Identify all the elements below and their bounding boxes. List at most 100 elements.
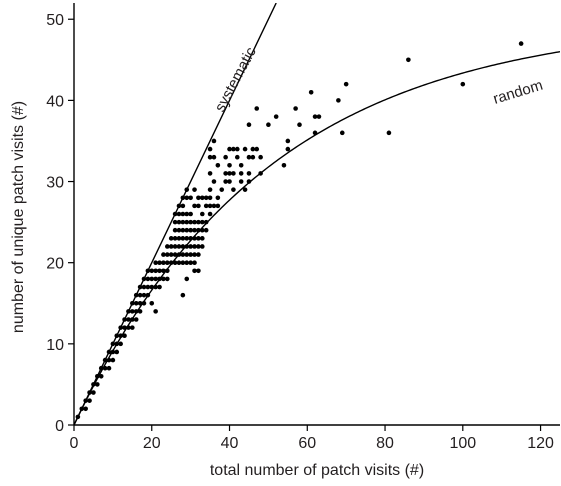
- data-point: [149, 284, 155, 290]
- data-point: [106, 357, 112, 363]
- data-point: [165, 244, 170, 249]
- data-point: [157, 268, 162, 274]
- data-point: [258, 154, 263, 160]
- data-point: [200, 227, 205, 233]
- data-point: [200, 195, 205, 201]
- data-point: [149, 276, 155, 282]
- data-point: [250, 154, 256, 160]
- data-point: [192, 244, 197, 249]
- data-point: [130, 317, 135, 322]
- data-point: [176, 236, 182, 241]
- y-tick-label: 20: [46, 256, 64, 273]
- data-point: [149, 268, 155, 274]
- data-point: [145, 292, 151, 298]
- data-point: [215, 195, 221, 201]
- data-point: [110, 357, 116, 363]
- data-point: [130, 300, 135, 306]
- data-point: [184, 219, 190, 225]
- data-point: [293, 106, 298, 111]
- data-point: [165, 252, 170, 257]
- data-point: [196, 203, 201, 209]
- data-point: [184, 260, 190, 265]
- data-point: [188, 195, 193, 201]
- data-point: [137, 284, 143, 290]
- data-point: [215, 163, 221, 168]
- data-point: [196, 219, 201, 225]
- data-point: [223, 171, 228, 176]
- data-point: [180, 260, 186, 265]
- data-point: [238, 179, 244, 184]
- data-point: [227, 171, 232, 176]
- data-point: [126, 325, 131, 330]
- data-point: [106, 365, 112, 371]
- data-point: [192, 260, 197, 265]
- data-point: [227, 163, 232, 168]
- data-point: [145, 268, 151, 274]
- data-point: [165, 276, 170, 282]
- data-point: [518, 41, 524, 46]
- data-point: [168, 252, 174, 257]
- data-point: [157, 260, 162, 265]
- data-point: [207, 146, 213, 152]
- data-point: [95, 374, 100, 379]
- data-point: [172, 260, 178, 265]
- x-axis-label: total number of patch visits (#): [210, 462, 424, 479]
- data-point: [223, 179, 228, 184]
- data-point: [207, 203, 213, 209]
- data-point: [188, 219, 193, 225]
- data-point: [460, 81, 466, 87]
- y-tick-label: 0: [55, 418, 64, 435]
- data-point: [231, 171, 236, 176]
- data-point: [192, 219, 197, 225]
- random-curve-label: random: [491, 77, 545, 108]
- y-tick-label: 10: [46, 337, 64, 354]
- data-point: [141, 284, 147, 290]
- data-point: [227, 179, 232, 184]
- data-point: [211, 179, 217, 184]
- data-point: [211, 138, 217, 144]
- data-point: [157, 284, 162, 290]
- data-point: [98, 374, 104, 379]
- data-point: [238, 163, 244, 168]
- data-point: [312, 114, 318, 119]
- data-point: [137, 309, 143, 314]
- data-point: [153, 284, 158, 290]
- data-point: [172, 252, 178, 257]
- data-point: [153, 260, 158, 265]
- data-point: [180, 292, 186, 298]
- data-point: [141, 276, 147, 282]
- data-point: [172, 244, 178, 249]
- x-tick-label: 120: [527, 435, 554, 452]
- data-point: [184, 227, 190, 233]
- data-point: [180, 236, 186, 241]
- data-point: [184, 236, 190, 241]
- data-point: [406, 57, 411, 63]
- data-point: [184, 195, 190, 201]
- data-point: [207, 195, 213, 201]
- data-point: [200, 219, 205, 225]
- data-point: [211, 203, 217, 209]
- data-point: [110, 349, 116, 355]
- data-point: [231, 187, 236, 192]
- data-point: [176, 260, 182, 265]
- data-point: [168, 260, 174, 265]
- data-point: [234, 146, 240, 152]
- random-curve: [74, 51, 560, 425]
- data-point: [165, 260, 170, 265]
- data-point: [114, 349, 120, 355]
- data-point: [122, 317, 127, 322]
- data-point: [172, 211, 178, 217]
- data-point: [246, 179, 252, 184]
- data-point: [281, 163, 287, 168]
- data-point: [153, 268, 158, 274]
- data-point: [238, 171, 244, 176]
- data-point: [196, 268, 201, 274]
- data-point: [180, 203, 186, 209]
- data-point: [285, 146, 291, 152]
- data-point: [172, 219, 178, 225]
- data-point: [207, 211, 213, 217]
- data-point: [161, 252, 166, 257]
- x-tick-label: 80: [376, 435, 394, 452]
- data-point: [196, 244, 201, 249]
- systematic-curve-label: systematic: [212, 44, 261, 115]
